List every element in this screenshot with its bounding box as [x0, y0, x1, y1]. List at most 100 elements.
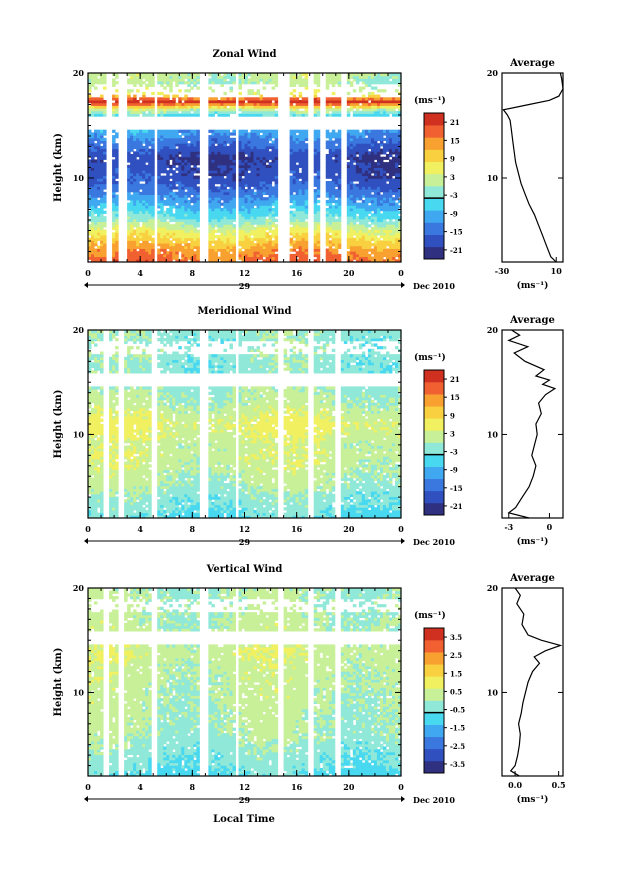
heatmap-cell: [254, 243, 258, 246]
heatmap-cell: [229, 132, 233, 135]
heatmap-cell: [371, 227, 375, 230]
heatmap-cell: [374, 87, 378, 90]
heatmap-cell: [275, 111, 279, 114]
heatmap-cell: [115, 195, 119, 198]
heatmap-cell: [269, 130, 273, 133]
heatmap-cell: [269, 151, 273, 154]
heatmap-cell: [133, 95, 137, 98]
heatmap-cell: [175, 173, 179, 176]
heatmap-cell: [263, 197, 267, 200]
average-y-tick-label: 10: [487, 173, 499, 183]
heatmap-cell: [293, 95, 297, 98]
heatmap-cell: [175, 192, 179, 195]
heatmap-cell: [245, 189, 249, 192]
heatmap-cell: [178, 97, 182, 100]
heatmap-cell: [386, 184, 390, 187]
heatmap-cell: [356, 224, 360, 227]
heatmap-cell: [130, 154, 134, 157]
heatmap-cell: [175, 205, 179, 208]
heatmap-cell: [257, 97, 261, 100]
heatmap-cell: [94, 143, 98, 146]
heatmap-cell: [347, 130, 351, 133]
heatmap-cell: [175, 103, 179, 106]
heatmap-cell: [371, 249, 375, 252]
heatmap-cell: [94, 159, 98, 162]
heatmap-cell: [157, 211, 161, 214]
heatmap-cell: [248, 89, 252, 92]
heatmap-cell: [139, 192, 143, 195]
heatmap-cell: [142, 130, 146, 133]
heatmap-cell: [157, 97, 161, 100]
heatmap-cell: [299, 111, 303, 114]
heatmap-cell: [178, 130, 182, 133]
x-tick-label: 4: [137, 268, 143, 278]
heatmap-cell: [251, 238, 255, 241]
heatmap-cell: [190, 87, 194, 90]
heatmap-cell: [389, 159, 393, 162]
heatmap-cell: [187, 243, 191, 246]
heatmap-cell: [353, 165, 357, 168]
heatmap-cell: [371, 92, 375, 95]
heatmap-cell: [317, 200, 321, 203]
heatmap-cell: [266, 130, 270, 133]
heatmap-cell: [223, 97, 227, 100]
heatmap-cell: [362, 87, 366, 90]
heatmap-cell: [232, 130, 236, 133]
heatmap-cell: [127, 203, 131, 206]
heatmap-cell: [386, 97, 390, 100]
heatmap-cell: [136, 251, 140, 254]
heatmap-cell: [290, 254, 294, 257]
heatmap-cell: [241, 97, 245, 100]
heatmap-cell: [139, 184, 143, 187]
heatmap-cell: [136, 159, 140, 162]
heatmap-cell: [208, 135, 212, 138]
heatmap-cell: [163, 130, 167, 133]
heatmap-cell: [275, 130, 279, 133]
heatmap-cell: [389, 81, 393, 84]
heatmap-cell: [193, 97, 197, 100]
heatmap-cell: [329, 114, 333, 117]
heatmap-cell: [172, 192, 176, 195]
heatmap-cell: [290, 238, 294, 241]
heatmap-cell: [380, 213, 384, 216]
heatmap-cell: [217, 186, 221, 189]
heatmap-cell: [181, 97, 185, 100]
heatmap-cell: [187, 200, 191, 203]
heatmap-cell: [332, 205, 336, 208]
heatmap-cell: [257, 130, 261, 133]
heatmap-cell: [175, 149, 179, 152]
heatmap-cell: [184, 130, 188, 133]
heatmap-cell: [130, 97, 134, 100]
y-tick-label: 20: [73, 68, 85, 78]
heatmap-cell: [175, 186, 179, 189]
heatmap-cell: [196, 130, 200, 133]
heatmap-cell: [251, 97, 255, 100]
heatmap-cell: [103, 87, 107, 90]
heatmap-cell: [112, 78, 116, 81]
heatmap-cell: [211, 246, 215, 249]
heatmap-cell: [115, 89, 119, 92]
heatmap-cell: [220, 208, 224, 211]
heatmap-cell: [260, 130, 264, 133]
heatmap-cell: [214, 235, 218, 238]
heatmap-cell: [254, 130, 258, 133]
heatmap-cell: [103, 216, 107, 219]
heatmap-cell: [248, 173, 252, 176]
heatmap-cell: [326, 200, 330, 203]
heatmap-cell: [112, 159, 116, 162]
heatmap-cell: [151, 97, 155, 100]
heatmap-cell: [127, 89, 131, 92]
heatmap-cell: [377, 143, 381, 146]
heatmap-cell: [214, 97, 218, 100]
heatmap-cell: [214, 186, 218, 189]
heatmap-cell: [299, 130, 303, 133]
x-tick-label: 8: [190, 268, 196, 278]
heatmap-cell: [371, 176, 375, 179]
colorbar-segment: [424, 125, 444, 137]
heatmap-cell: [187, 143, 191, 146]
x-tick-label: 0: [85, 268, 91, 278]
heatmap-cell: [208, 78, 212, 81]
heatmap-cell: [184, 95, 188, 98]
heatmap-cell: [395, 130, 399, 133]
colorbar-segment: [424, 137, 444, 149]
